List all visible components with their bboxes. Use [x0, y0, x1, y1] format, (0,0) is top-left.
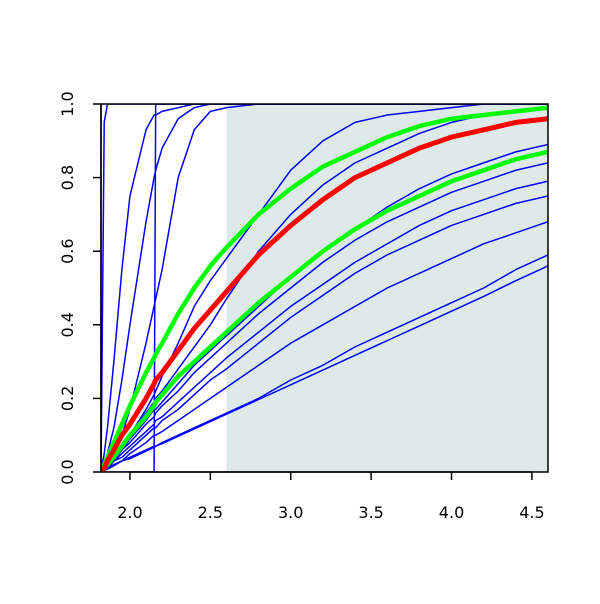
y-tick-label: 0.8	[58, 165, 77, 190]
x-tick-label: 2.0	[117, 503, 142, 522]
x-tick-label: 3.5	[358, 503, 383, 522]
x-tick-label: 2.5	[198, 503, 223, 522]
x-tick-label: 4.5	[519, 503, 544, 522]
series-line	[101, 105, 548, 472]
y-tick-label: 0.4	[58, 312, 77, 337]
x-tick-label: 4.0	[439, 503, 464, 522]
series-line	[101, 265, 548, 472]
y-tick-label: 1.0	[58, 91, 77, 116]
series-line	[101, 195, 548, 472]
x-tick-label: 3.0	[278, 503, 303, 522]
series-line	[101, 149, 548, 472]
y-tick-label: 0.2	[58, 386, 77, 411]
y-tick-label: 0.6	[58, 238, 77, 263]
series-line	[101, 116, 548, 472]
y-tick-label: 0.0	[58, 459, 77, 484]
series-line	[101, 104, 548, 472]
series-line	[101, 180, 548, 472]
series-line	[101, 104, 548, 472]
